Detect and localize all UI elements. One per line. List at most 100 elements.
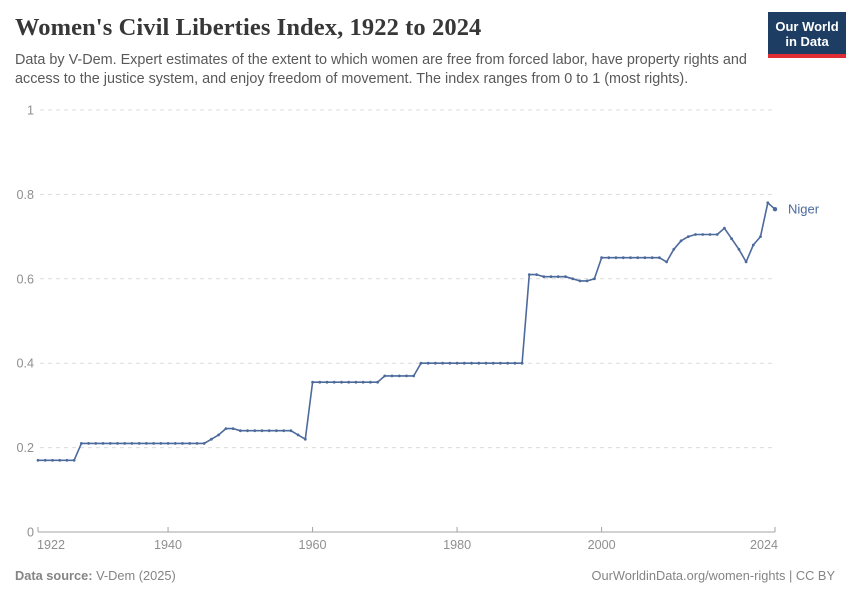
data-point [751, 243, 755, 247]
data-point [571, 277, 575, 281]
data-point [145, 442, 148, 445]
data-point [715, 233, 719, 236]
data-source-label: Data source: [15, 568, 93, 583]
data-point [311, 380, 314, 384]
series-end-label[interactable]: Niger [788, 202, 820, 217]
data-point [181, 442, 184, 445]
data-point [390, 374, 394, 378]
y-tick-label: 0.4 [16, 357, 34, 371]
data-point [600, 256, 603, 260]
data-point [238, 429, 242, 433]
data-point [36, 458, 40, 462]
data-point [506, 361, 510, 365]
owid-logo-line2: in Data [785, 34, 829, 49]
data-point [412, 374, 416, 378]
data-point [159, 442, 163, 445]
data-point [137, 442, 141, 445]
data-point [462, 361, 466, 365]
data-point [549, 275, 553, 279]
data-point [123, 442, 127, 445]
y-tick-label: 0.6 [16, 272, 34, 286]
data-point [535, 273, 538, 276]
data-point [759, 235, 762, 239]
data-point [455, 361, 459, 365]
data-point [621, 256, 625, 260]
data-point [650, 256, 654, 260]
data-point [354, 380, 358, 384]
data-point [578, 279, 582, 283]
x-tick-label: 1940 [154, 538, 182, 552]
data-point [72, 458, 76, 462]
data-point [542, 275, 546, 279]
data-point [744, 260, 748, 264]
owid-logo[interactable]: Our World in Data [768, 12, 846, 58]
data-point [224, 427, 228, 430]
data-point [340, 380, 343, 384]
data-point [491, 361, 495, 365]
data-point [426, 361, 430, 365]
data-point [448, 361, 452, 365]
data-point [210, 437, 213, 441]
data-point [614, 256, 618, 260]
data-point [275, 429, 278, 433]
data-point [419, 361, 423, 365]
data-point [658, 256, 661, 260]
series-line[interactable] [37, 202, 776, 462]
data-source: Data source: V-Dem (2025) [15, 568, 176, 583]
data-point [253, 429, 257, 433]
data-point [325, 380, 329, 384]
data-point [405, 374, 408, 378]
data-point [730, 237, 733, 241]
owid-logo-line1: Our World [775, 19, 839, 34]
data-point [318, 380, 322, 384]
data-point [246, 429, 249, 433]
data-point [679, 239, 683, 243]
data-point [701, 233, 705, 236]
data-point [737, 247, 741, 251]
data-point [520, 361, 524, 365]
data-point [383, 374, 387, 378]
data-point [116, 442, 119, 445]
data-point [513, 361, 517, 365]
x-tick-label: 1980 [443, 538, 471, 552]
data-point [477, 361, 481, 365]
chart-title: Women's Civil Liberties Index, 1922 to 2… [15, 14, 482, 41]
data-point [296, 433, 300, 437]
data-point [94, 442, 98, 445]
data-point [397, 374, 401, 378]
data-point [499, 361, 502, 365]
data-point [267, 429, 271, 433]
data-point [434, 361, 437, 365]
data-point [361, 380, 365, 384]
data-point [51, 458, 54, 462]
data-point [58, 458, 62, 462]
data-point [173, 442, 177, 445]
data-point [376, 380, 379, 384]
data-point [43, 458, 47, 462]
data-point [694, 233, 697, 236]
data-point [593, 277, 596, 281]
data-point [332, 380, 336, 384]
chart-subtitle: Data by V-Dem. Expert estimates of the e… [15, 52, 747, 87]
data-point [636, 256, 640, 260]
data-point [484, 361, 488, 365]
data-source-value: V-Dem (2025) [92, 568, 176, 583]
data-point [665, 260, 668, 264]
y-tick-label: 0 [27, 526, 34, 540]
data-point [101, 442, 105, 445]
data-point [108, 442, 112, 445]
data-point [369, 380, 372, 384]
data-point [766, 201, 770, 205]
data-point [723, 226, 726, 230]
data-point [772, 207, 778, 212]
data-point [65, 458, 69, 462]
data-point [347, 380, 351, 384]
data-point [643, 256, 647, 260]
data-point [441, 361, 444, 365]
data-point [708, 233, 712, 236]
footer-link[interactable]: OurWorldinData.org/women-rights | CC BY [591, 568, 835, 583]
data-point [686, 235, 690, 239]
x-tick-label: 2000 [588, 538, 616, 552]
